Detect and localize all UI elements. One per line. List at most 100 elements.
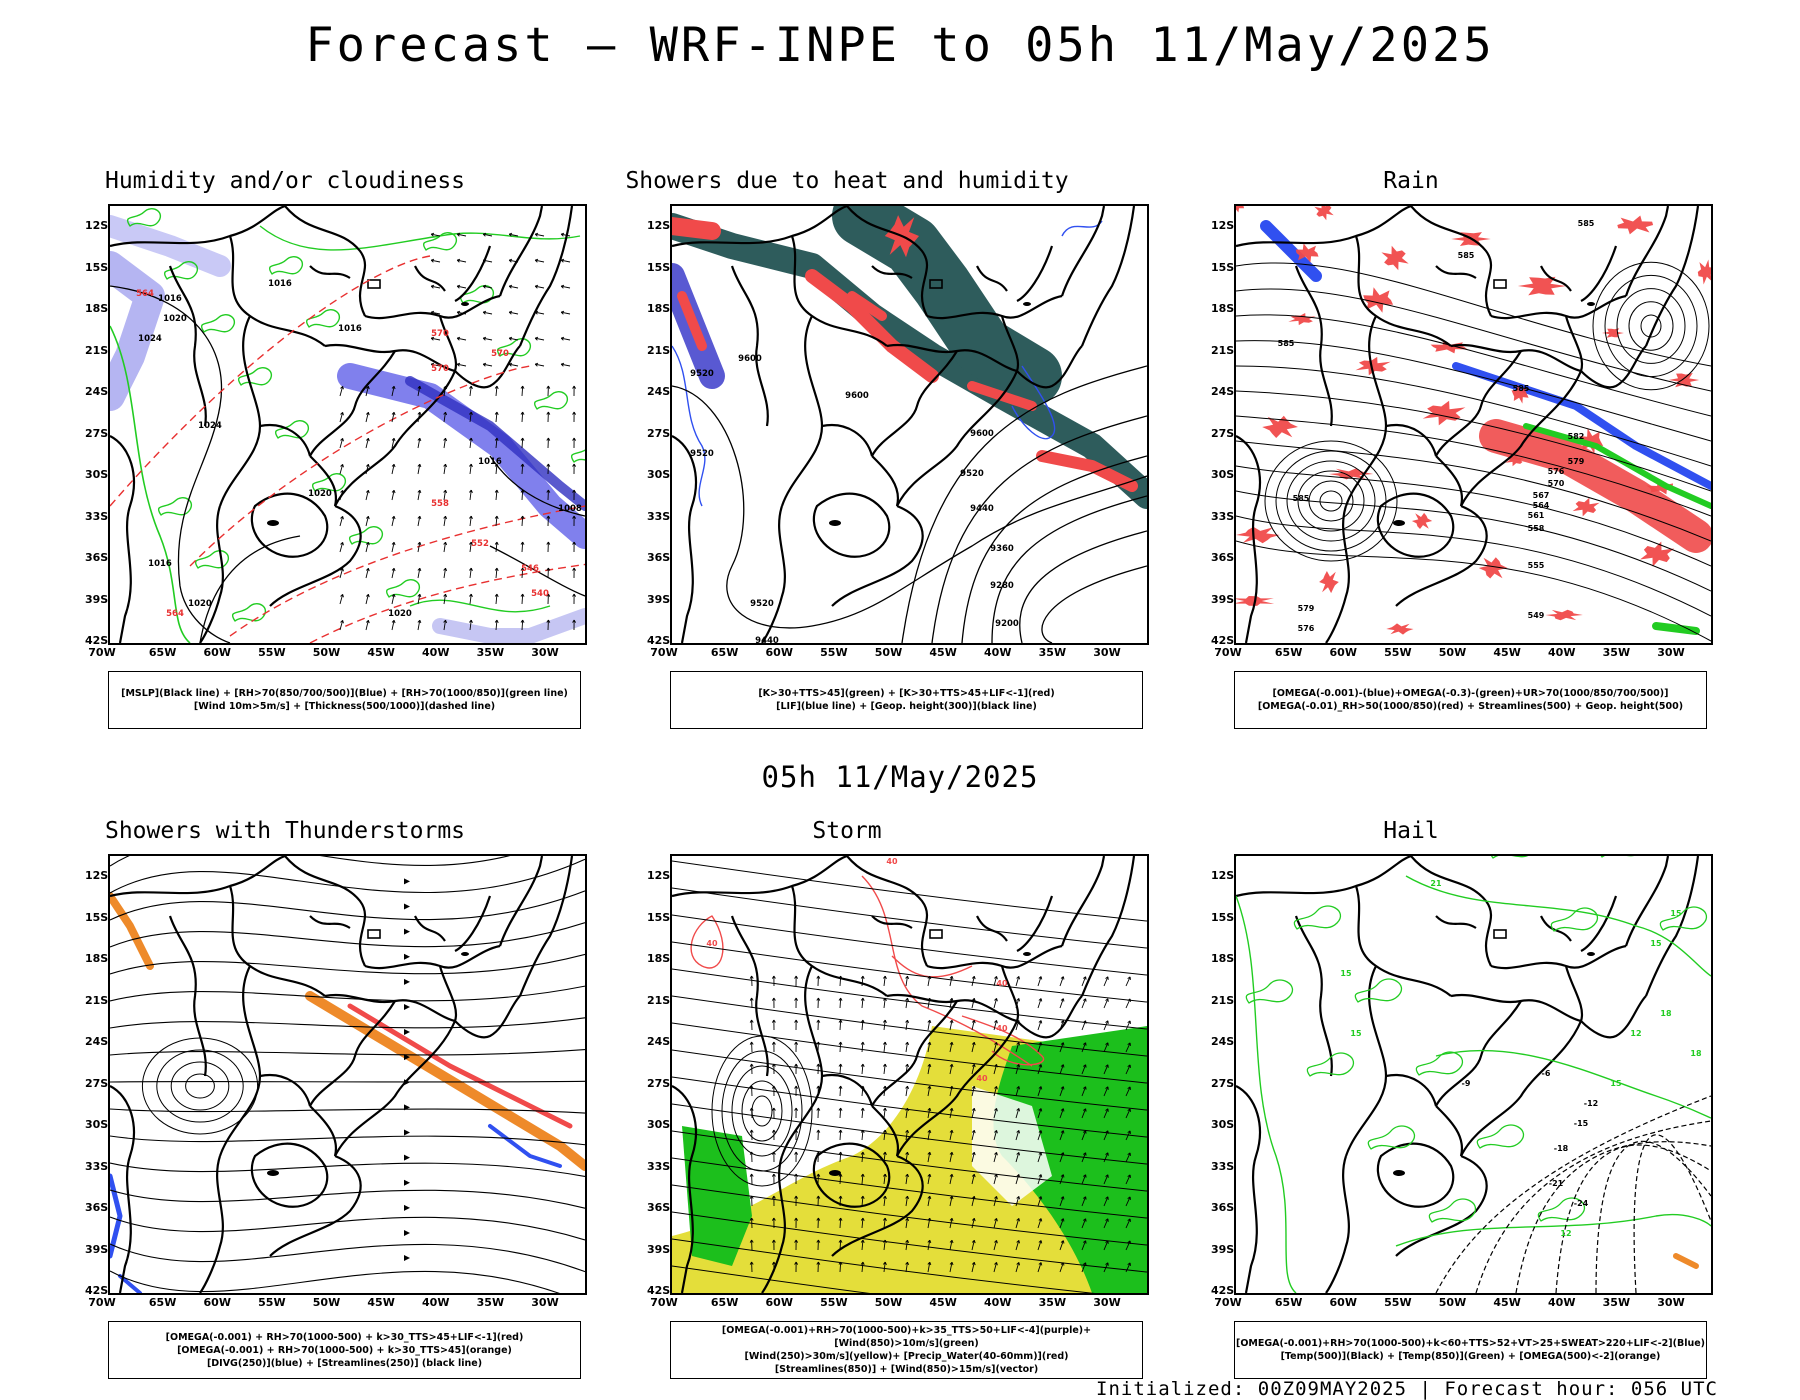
longitude-label: 30W [1657,646,1685,659]
panel-title: Rain [1383,168,1439,194]
longitude-label: 60W [1329,646,1357,659]
longitude-label: 60W [203,646,231,659]
latitude-label: 18S [1211,952,1235,965]
svg-text:15: 15 [1340,969,1352,978]
latitude-label: 33S [647,1159,671,1173]
panel-title: Hail [1383,818,1439,844]
latitude-label: 18S [85,302,109,315]
svg-text:9280: 9280 [990,581,1014,591]
country-borders [110,856,574,1293]
svg-text:570: 570 [1548,479,1565,488]
weather-map: 21 15 15 12 15 15 -9 -12 -15 -18 -21 -24 12 15 -6 18 18 [1234,854,1713,1295]
legend-line: [OMEGA(-0.001)-(blue)+OMEGA(-0.3)-(green… [1272,688,1669,699]
latitude-label: 36S [647,1201,671,1214]
longitude-label: 50W [1438,1296,1467,1309]
latitude-label: 39S [85,1242,109,1256]
latitude-label: 21S [85,993,109,1007]
svg-text:1024: 1024 [138,334,162,344]
longitude-label: 60W [765,646,793,659]
longitude-label: 35W [476,646,505,659]
svg-text:40: 40 [996,979,1008,988]
latitude-label: 42S [1211,1284,1235,1297]
latitude-label: 30S [647,1118,671,1131]
latitude-label: 15S [1211,260,1235,274]
svg-text:546: 546 [521,564,539,574]
latitude-label: 27S [1211,1076,1235,1090]
svg-text:9520: 9520 [690,449,714,459]
svg-text:18: 18 [1690,1049,1702,1058]
longitude-label: 40W [1548,646,1576,659]
longitude-label: 55W [258,1296,286,1309]
weather-map: 40 40 40 40 40 [670,854,1149,1295]
map-canvas [110,856,585,1293]
latitude-label: 33S [85,1159,109,1173]
latitude-label: 18S [647,302,671,315]
svg-text:-15: -15 [1574,1119,1589,1128]
latitude-label: 39S [1211,592,1235,606]
legend-line: [OMEGA(-0.001)+RH>70(1000-500)+k<60+TTS>… [1235,1338,1706,1349]
svg-text:-21: -21 [1549,1179,1564,1188]
svg-text:564: 564 [166,609,184,619]
latitude-label: 27S [85,1076,109,1090]
svg-text:12: 12 [1630,1029,1641,1038]
longitude-label: 50W [874,1296,903,1309]
latitude-label: 24S [85,1035,109,1048]
country-borders [1236,856,1700,1293]
svg-text:1016: 1016 [148,559,172,569]
longitude-label: 45W [929,646,957,659]
latitude-label: 21S [85,343,109,357]
svg-text:1020: 1020 [388,609,412,619]
longitude-label: 45W [367,1296,395,1309]
longitude-label: 65W [1274,646,1303,659]
panel-legend: [K>30+TTS>45](green) + [K>30+TTS>45+LIF<… [670,671,1143,729]
initialization-footer: Initialized: 00Z09MAY2025 | Forecast hou… [1096,1378,1718,1400]
latitude-label: 39S [647,1242,671,1256]
longitude-label: 60W [203,1296,231,1309]
panel-legend: [OMEGA(-0.001)-(blue)+OMEGA(-0.3)-(green… [1234,671,1707,729]
latitude-label: 42S [85,634,109,647]
legend-line: [K>30+TTS>45](green) + [K>30+TTS>45+LIF<… [758,688,1055,699]
legend-line: [OMEGA(-0.01)_RH>50(1000/850)(red) + Str… [1257,701,1684,712]
latitude-label: 12S [1211,869,1235,882]
map-panel-6: Hail 21 15 15 12 15 15 -9 -12 -15 -18 -21 -24 12 15 -6 1… [1126,818,1713,1379]
latitude-label: 24S [1211,385,1235,398]
map-canvas: 1016102010241024102010161016102010241008… [110,206,585,643]
svg-text:9200: 9200 [995,619,1019,629]
svg-text:1016: 1016 [338,324,362,334]
panel-title: Showers with Thunderstorms [104,818,466,844]
legend-line: [MSLP](Black line) + [RH>70(850/700/500)… [121,688,568,699]
svg-text:576: 576 [1548,467,1565,476]
latitude-label: 27S [1211,426,1235,440]
longitude-label: 30W [1093,1296,1121,1309]
svg-text:40: 40 [706,939,718,948]
svg-text:9600: 9600 [845,391,869,401]
latitude-label: 21S [1211,993,1235,1007]
map-panel-3: Rain 585 585 585 585 582 579 576 570 567 564 561 558… [1126,168,1713,729]
latitude-label: 21S [1211,343,1235,357]
svg-text:570: 570 [431,364,449,374]
svg-text:-9: -9 [1462,1079,1471,1088]
longitude-label: 35W [1038,646,1067,659]
latitude-label: 21S [647,343,671,357]
svg-text:585: 585 [1458,251,1475,260]
longitude-label: 55W [1384,646,1412,659]
legend-line: [LIF](blue line) + [Geop. height(300)](b… [776,701,1037,712]
longitude-label: 45W [1493,1296,1521,1309]
latitude-label: 24S [85,385,109,398]
panel-title: Showers due to heat and humidity [625,168,1069,194]
map-canvas: 40 40 40 40 40 [672,856,1147,1293]
longitude-label: 35W [1038,1296,1067,1309]
svg-text:9520: 9520 [960,469,984,479]
latitude-label: 12S [85,869,109,882]
latitude-label: 33S [1211,509,1235,523]
longitude-label: 65W [710,646,739,659]
longitude-label: 35W [1602,1296,1631,1309]
longitude-label: 50W [874,646,903,659]
latitude-label: 36S [1211,551,1235,564]
latitude-label: 33S [647,509,671,523]
svg-text:576: 576 [1298,624,1315,633]
latitude-label: 15S [1211,910,1235,924]
latitude-label: 36S [85,1201,109,1214]
svg-text:1020: 1020 [188,599,212,609]
svg-text:9600: 9600 [738,354,762,364]
